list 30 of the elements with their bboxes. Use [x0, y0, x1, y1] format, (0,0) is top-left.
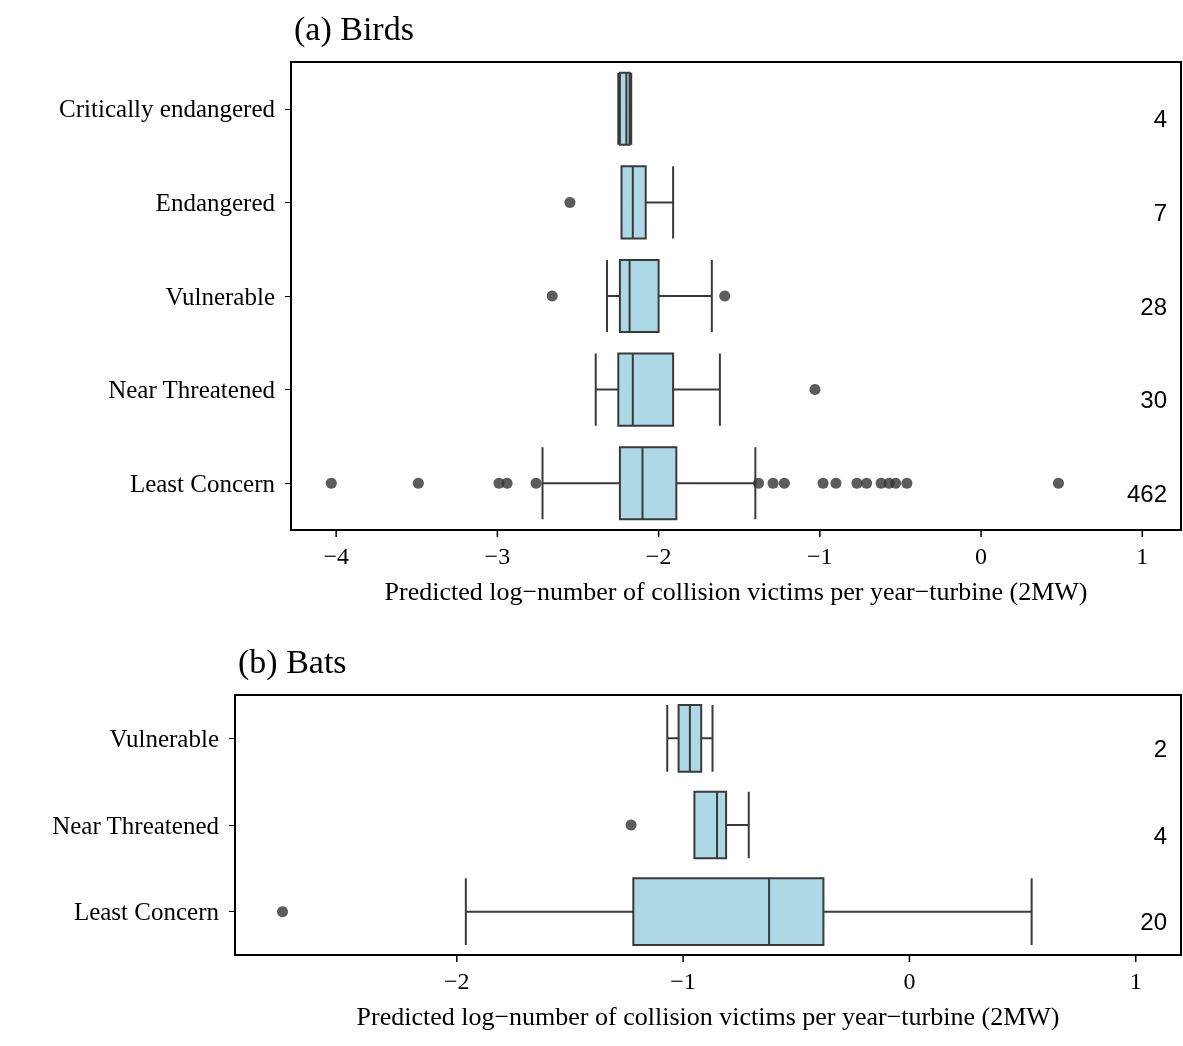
x-tick-label: 1: [1129, 968, 1142, 994]
x-tick-label: −2: [444, 968, 470, 994]
y-tick-label: Near Threatened: [108, 376, 276, 404]
annotation: 4: [1153, 105, 1168, 133]
x-axis-title: Predicted log−number of collision victims per year−turbine (2MW): [384, 576, 1088, 606]
y-tick-label: Near Threatened: [52, 811, 220, 839]
chart-title: (b) Bats: [238, 642, 347, 681]
x-tick-label: −1: [670, 968, 696, 994]
annotation: 7: [1153, 198, 1168, 226]
x-tick-label: −4: [323, 543, 349, 569]
annotation: 2: [1153, 734, 1168, 762]
annotation: 462: [1126, 479, 1167, 507]
annotation: 30: [1140, 386, 1168, 414]
x-tick-label: 0: [903, 968, 916, 994]
x-tick-label: 1: [1136, 543, 1149, 569]
x-axis-title: Predicted log−number of collision victims per year−turbine (2MW): [356, 1001, 1060, 1031]
annotation: 4: [1153, 821, 1168, 849]
annotation: 28: [1140, 292, 1168, 320]
annotation: 20: [1140, 908, 1168, 936]
y-tick-label: Least Concern: [73, 898, 220, 926]
y-tick-label: Least Concern: [129, 469, 276, 497]
y-tick-label: Endangered: [155, 188, 276, 216]
y-tick-label: Vulnerable: [165, 282, 275, 310]
chart-title: (a) Birds: [294, 9, 414, 48]
x-tick-label: −2: [645, 543, 672, 569]
y-tick-label: Vulnerable: [109, 724, 219, 752]
x-tick-label: −1: [807, 543, 833, 569]
x-tick-label: 0: [975, 543, 988, 569]
y-tick-label: Critically endangered: [59, 95, 276, 123]
x-tick-label: −3: [484, 543, 511, 569]
